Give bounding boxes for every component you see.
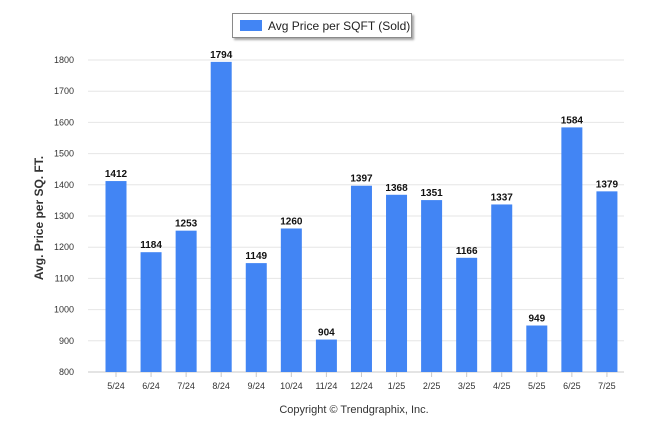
y-tick-label: 1800 <box>54 55 74 65</box>
bar <box>105 181 127 372</box>
legend-swatch <box>240 20 262 31</box>
bar-value-label: 1166 <box>456 246 478 257</box>
x-tick-label: 5/24 <box>107 381 125 391</box>
y-tick-label: 1000 <box>54 305 74 315</box>
bars <box>105 61 618 372</box>
y-tick-label: 900 <box>59 336 74 346</box>
bar <box>280 228 302 372</box>
bar <box>175 230 197 372</box>
x-tick-label: 7/24 <box>177 381 195 391</box>
legend-label: Avg Price per SQFT (Sold) <box>268 18 411 33</box>
bar-value-label: 1368 <box>385 183 408 194</box>
bar <box>421 200 443 372</box>
bar-value-label: 1584 <box>561 115 584 126</box>
x-tick-label: 4/25 <box>493 381 511 391</box>
bar-value-label: 1337 <box>491 192 514 203</box>
bar-value-label: 1351 <box>420 188 443 199</box>
data-labels: 1412 1184 1253 1794 1149 1260 904 1397 1368 1351 1… <box>105 50 619 339</box>
x-tick-label: 2/25 <box>423 381 441 391</box>
copyright-footer: Copyright © Trendgraphix, Inc. <box>279 404 428 416</box>
x-tick-label: 6/25 <box>563 381 581 391</box>
bar-value-label: 904 <box>318 328 335 339</box>
y-tick-label: 800 <box>59 367 74 377</box>
y-tick-label: 1400 <box>54 180 74 190</box>
y-axis-title: Avg. Price per SQ. FT. <box>32 156 46 280</box>
x-tick-label: 6/24 <box>142 381 160 391</box>
bar <box>140 252 162 372</box>
x-tick-label: 11/24 <box>315 381 337 391</box>
y-tick-label: 1100 <box>55 273 74 283</box>
legend: Avg Price per SQFT (Sold) <box>232 13 412 38</box>
x-tick-label: 3/25 <box>458 381 476 391</box>
bar <box>491 204 513 372</box>
bar-value-label: 1397 <box>350 174 373 185</box>
bar <box>350 185 372 372</box>
bar <box>526 325 548 372</box>
x-tick-label: 7/25 <box>598 381 616 391</box>
bar-value-label: 1379 <box>596 179 619 190</box>
x-tick-label: 8/24 <box>212 381 230 391</box>
y-tick-label: 1600 <box>54 117 74 127</box>
x-tick-label: 1/25 <box>388 381 406 391</box>
bar-value-label: 1149 <box>245 251 267 262</box>
x-axis-ticks: 5/24 6/24 7/24 8/24 9/24 10/24 11/24 12/24 1/25 2… <box>107 372 616 391</box>
y-tick-label: 1200 <box>54 242 74 252</box>
bar <box>315 339 337 372</box>
y-tick-label: 1700 <box>54 86 74 96</box>
bar-value-label: 1412 <box>105 169 128 180</box>
bar <box>456 257 478 372</box>
bar <box>210 61 232 372</box>
bar <box>561 127 583 372</box>
y-tick-label: 1500 <box>54 149 74 159</box>
x-tick-label: 12/24 <box>350 381 373 391</box>
bar <box>386 194 408 372</box>
bar-value-label: 1184 <box>140 240 162 251</box>
bar-value-label: 1794 <box>210 50 233 61</box>
bar <box>596 191 618 372</box>
x-tick-label: 9/24 <box>248 381 266 391</box>
y-tick-label: 1300 <box>54 211 74 221</box>
bar-value-label: 1253 <box>175 219 198 230</box>
y-axis-ticks: 800 900 1000 1100 1200 1300 1400 1500 1600 1700 18… <box>54 55 74 377</box>
x-tick-label: 10/24 <box>280 381 303 391</box>
bar <box>245 263 267 372</box>
x-tick-label: 5/25 <box>528 381 546 391</box>
bar-value-label: 1260 <box>280 216 303 227</box>
bar-value-label: 949 <box>528 314 545 325</box>
